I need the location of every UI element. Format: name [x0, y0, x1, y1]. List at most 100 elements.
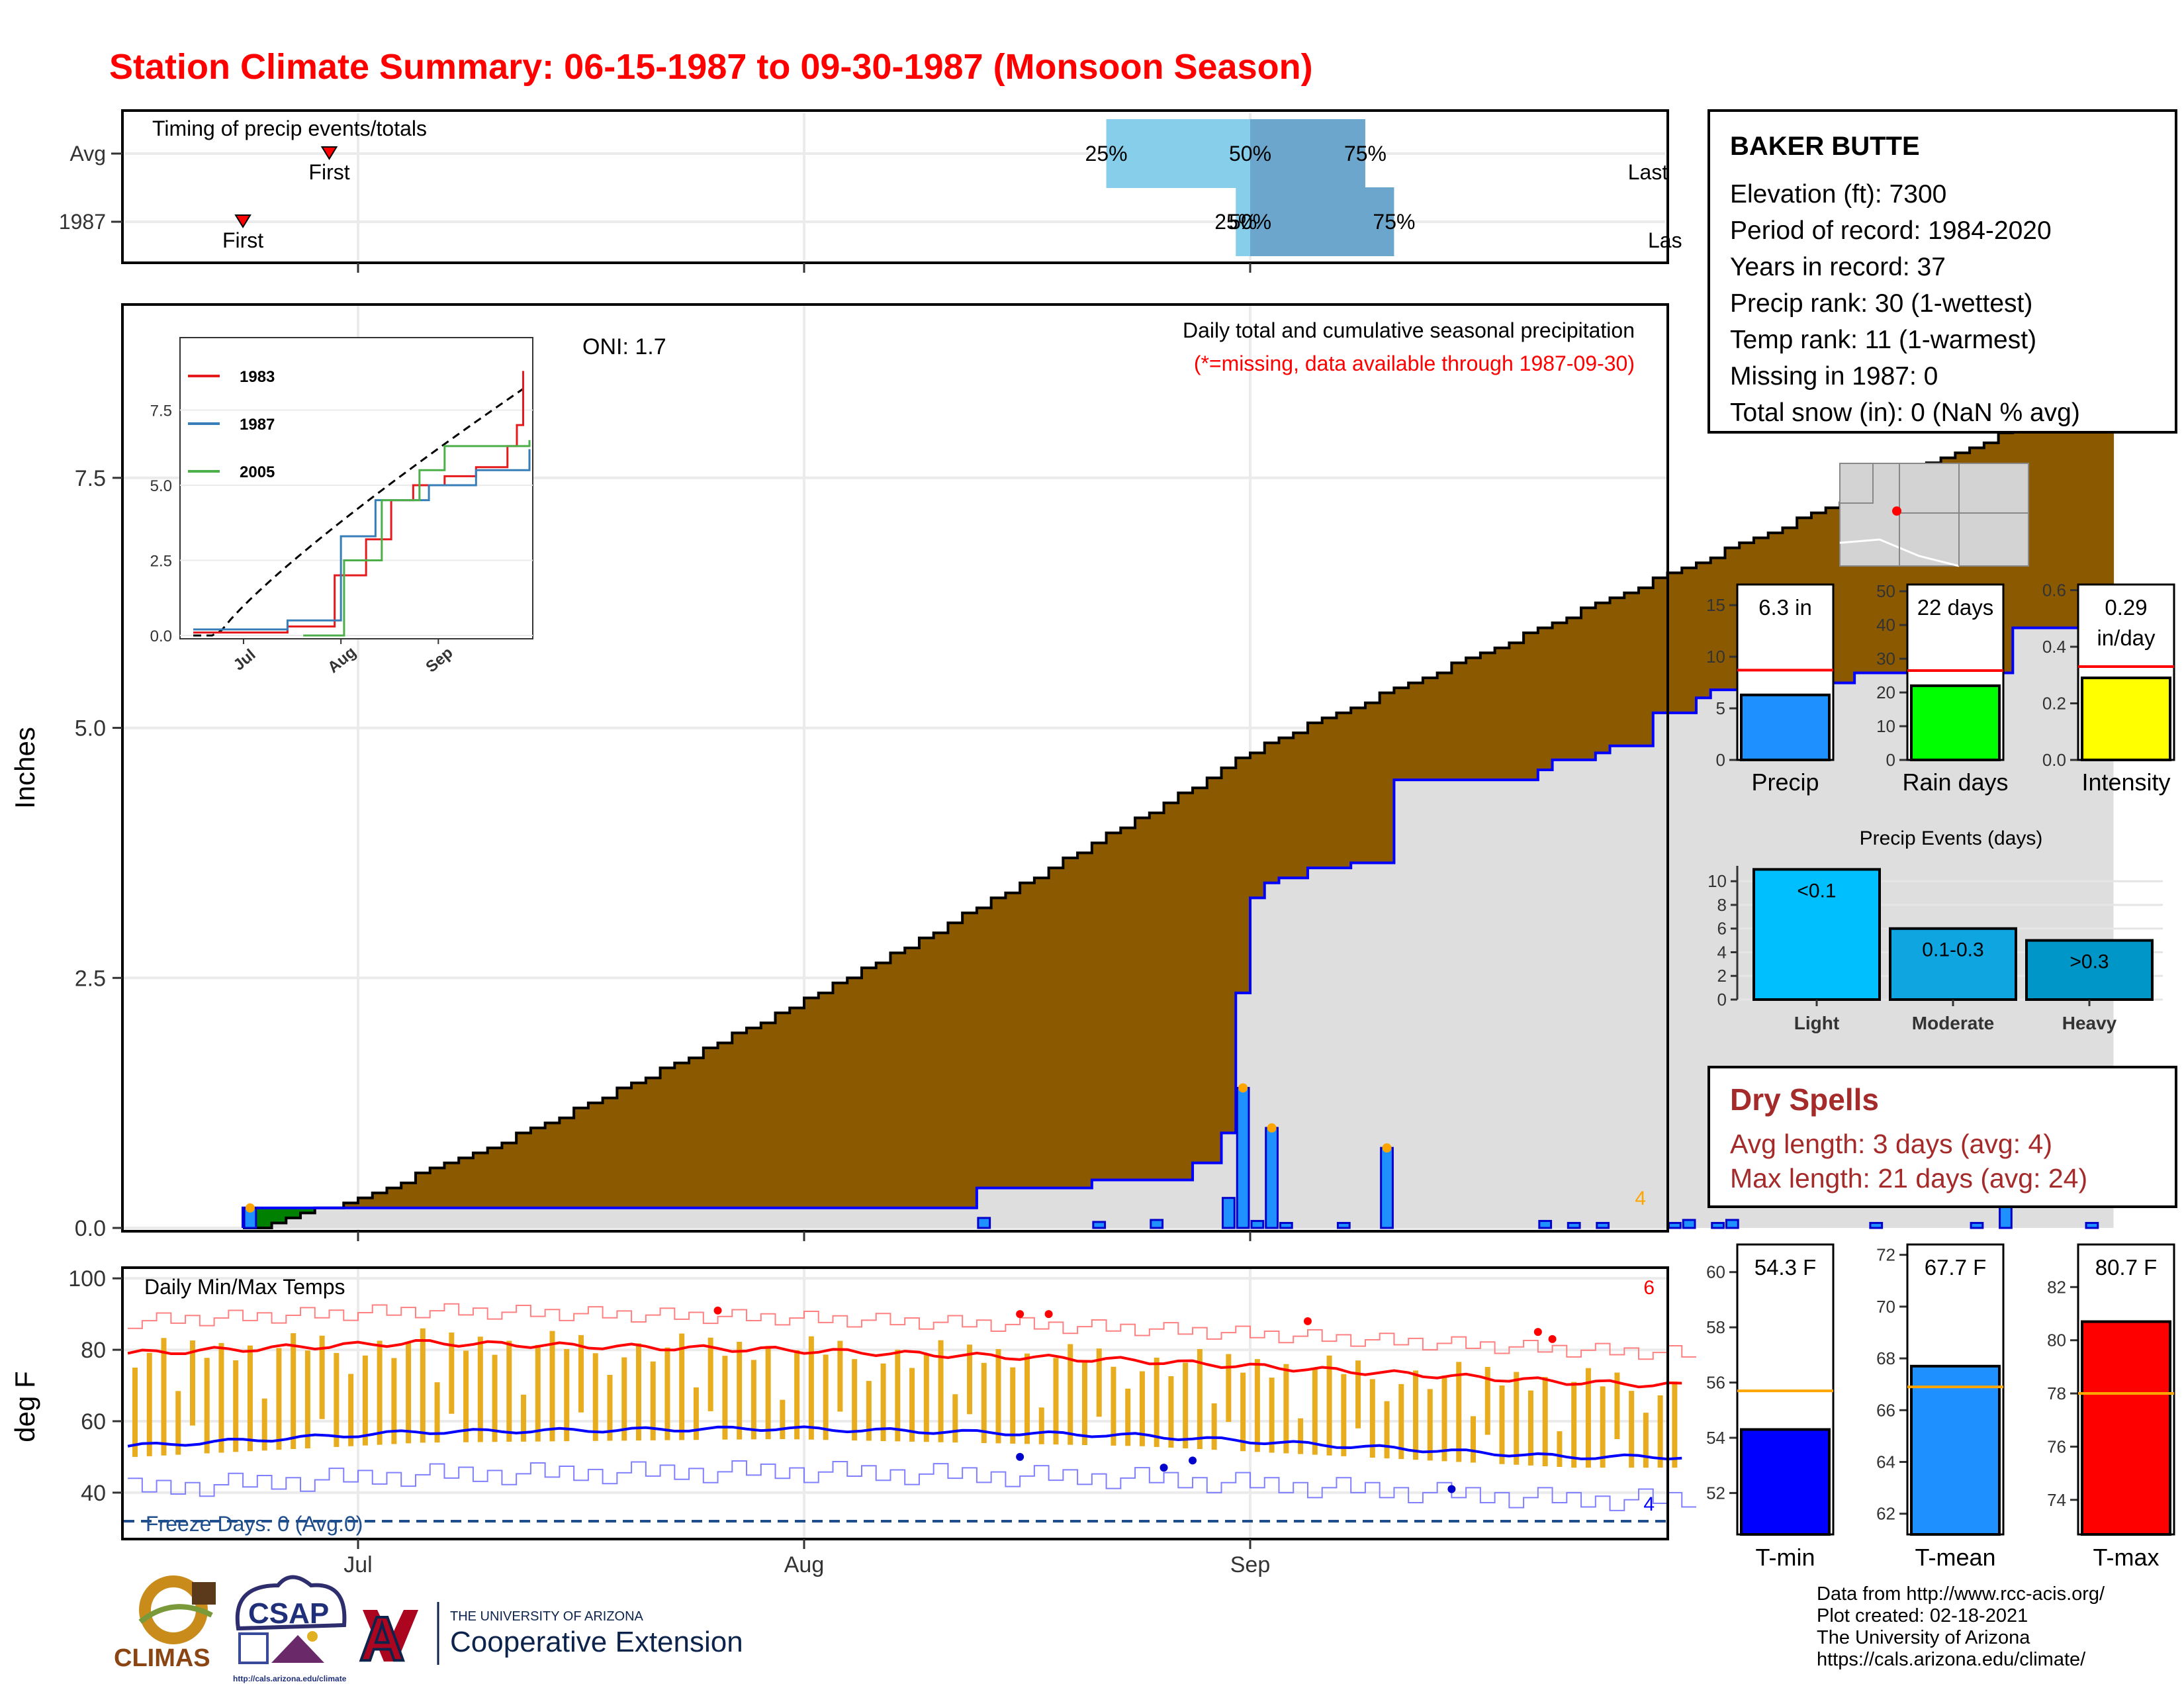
summary-y-tick-label: 54 [1706, 1428, 1725, 1448]
deficit-area [1581, 608, 1596, 760]
daily-precip-bar [1380, 1147, 1394, 1229]
csap-logo: CSAP http://cals.arizona.edu/climate [233, 1575, 347, 1683]
deficit-area [703, 1048, 719, 1208]
deficit-area [1293, 733, 1308, 878]
daily-precip-bar [1150, 1219, 1164, 1229]
timing-p25-label: 25% [1214, 210, 1257, 234]
events-bar-value-label: >0.3 [2070, 951, 2109, 973]
summary-y-tick-label: 20 [1876, 682, 1895, 702]
inset-legend-label: 1987 [240, 416, 275, 434]
station-info-panel: BAKER BUTTE Elevation (ft): 7300 Period … [1707, 109, 2177, 434]
daily-record-marker [1238, 1083, 1248, 1093]
timing-bar-q2 [1250, 187, 1394, 256]
deficit-area [1422, 678, 1438, 780]
events-bar-value-label: 0.1-0.3 [1922, 939, 1983, 961]
daily-precip-bar [1265, 1127, 1279, 1229]
deficit-area [502, 1143, 517, 1208]
deficit-area [1567, 618, 1582, 760]
average-min-temp-line [127, 1425, 1682, 1461]
events-y-tick-label: 0 [1717, 990, 1727, 1009]
svg-text:A: A [359, 1604, 405, 1674]
record-high-marker [1044, 1310, 1053, 1319]
timing-bar-q2 [1250, 119, 1365, 188]
station-snow: Total snow (in): 0 (NaN % avg) [1730, 399, 2080, 427]
summary-y-tick-label: 50 [1876, 581, 1895, 601]
station-period: Period of record: 1984-2020 [1730, 216, 2052, 245]
credit-data-source: Data from http://www.rcc-acis.org/ [1817, 1583, 2105, 1605]
record-high-count: 6 [1643, 1277, 1655, 1299]
events-title: Precip Events (days) [1860, 827, 2043, 849]
summary-category-label: T-max [2093, 1544, 2159, 1571]
daily-precip-bar [1970, 1221, 1984, 1229]
summary-y-tick-label: 10 [1706, 647, 1725, 667]
events-bar-light [1752, 868, 1881, 1001]
precip-y-axis-label: Inches [9, 727, 40, 809]
daily-precip-bar [1538, 1219, 1553, 1229]
precip-chart-title: Daily total and cumulative seasonal prec… [1183, 318, 1635, 342]
deficit-area [1725, 547, 1740, 690]
summary-bar-t-mean [1910, 1364, 2001, 1536]
temp-y-tick-label: 60 [81, 1409, 106, 1434]
deficit-area [1236, 757, 1251, 993]
deficit-area [1494, 647, 1510, 780]
surplus-area [300, 1207, 316, 1213]
station-missing: Missing in 1987: 0 [1730, 362, 1938, 391]
deficit-area [933, 933, 949, 1208]
inset-series-1987 [193, 449, 531, 631]
summary-y-tick-label: 70 [1876, 1297, 1895, 1317]
deficit-area [1250, 753, 1265, 898]
temp-chart-title: Daily Min/Max Temps [144, 1275, 345, 1299]
deficit-area [1365, 702, 1381, 863]
deficit-area [343, 1203, 359, 1208]
precip-y-tick-label: 2.5 [75, 966, 106, 991]
record-low-marker [1447, 1485, 1456, 1493]
deficit-area [689, 1058, 704, 1208]
daily-precip-bar [977, 1217, 991, 1229]
daily-precip-bar [1711, 1221, 1725, 1229]
deficit-area [847, 978, 862, 1208]
daily-precip-bar [1567, 1221, 1581, 1229]
record-high-marker [1548, 1335, 1557, 1343]
deficit-area [1408, 682, 1424, 780]
deficit-area [674, 1062, 690, 1208]
daily-precip-bar [1682, 1219, 1696, 1229]
summary-category-label: Precip [1751, 769, 1819, 796]
daily-precip-bar [1596, 1221, 1610, 1229]
station-precip-rank: Precip rank: 30 (1-wettest) [1730, 289, 2033, 318]
timing-first-label: First [222, 228, 263, 252]
summary-value-label: 0.29 [2105, 595, 2147, 620]
summary-category-label: Rain days [1902, 769, 2008, 796]
summary-temp-charts: 52 54 56 58 60 54.3 F T-min 62 64 66 68 70 72 67.7 F T… [1706, 1243, 2175, 1571]
events-y-tick-label: 6 [1717, 919, 1727, 939]
summary-y-tick-label: 78 [2047, 1383, 2066, 1403]
deficit-area [645, 1078, 661, 1208]
summary-y-tick-label: 0 [1886, 750, 1895, 770]
precip-y-tick-label: 7.5 [75, 466, 106, 491]
deficit-area [1048, 868, 1064, 1188]
deficit-area [660, 1068, 675, 1208]
summary-y-tick-label: 76 [2047, 1436, 2066, 1456]
deficit-area [372, 1193, 388, 1208]
precip-events-chart: Precip Events (days) 0 2 4 6 8 10 <0.1 Light 0.1-… [1707, 827, 2163, 1033]
deficit-area [516, 1133, 531, 1208]
deficit-area [804, 998, 819, 1208]
deficit-area [890, 953, 905, 1208]
summary-bar-rain-days [1910, 684, 2001, 762]
deficit-area [1221, 768, 1236, 1133]
deficit-area [631, 1082, 647, 1208]
temp-y-tick-label: 80 [81, 1338, 106, 1363]
deficit-area [1379, 692, 1395, 863]
credits: Data from http://www.rcc-acis.org/ Plot … [1817, 1583, 2105, 1671]
record-high-marker [1303, 1317, 1312, 1325]
deficit-area [2099, 393, 2115, 613]
deficit-area [747, 1027, 762, 1208]
summary-y-tick-label: 74 [2047, 1490, 2066, 1510]
inset-y-tick-label: 7.5 [150, 402, 172, 420]
record-high-marker [1016, 1310, 1024, 1319]
deficit-area [1552, 622, 1567, 760]
deficit-area [833, 982, 848, 1208]
deficit-area [559, 1117, 574, 1208]
deficit-area [1682, 567, 1697, 713]
temp-y-tick-label: 40 [81, 1481, 106, 1506]
